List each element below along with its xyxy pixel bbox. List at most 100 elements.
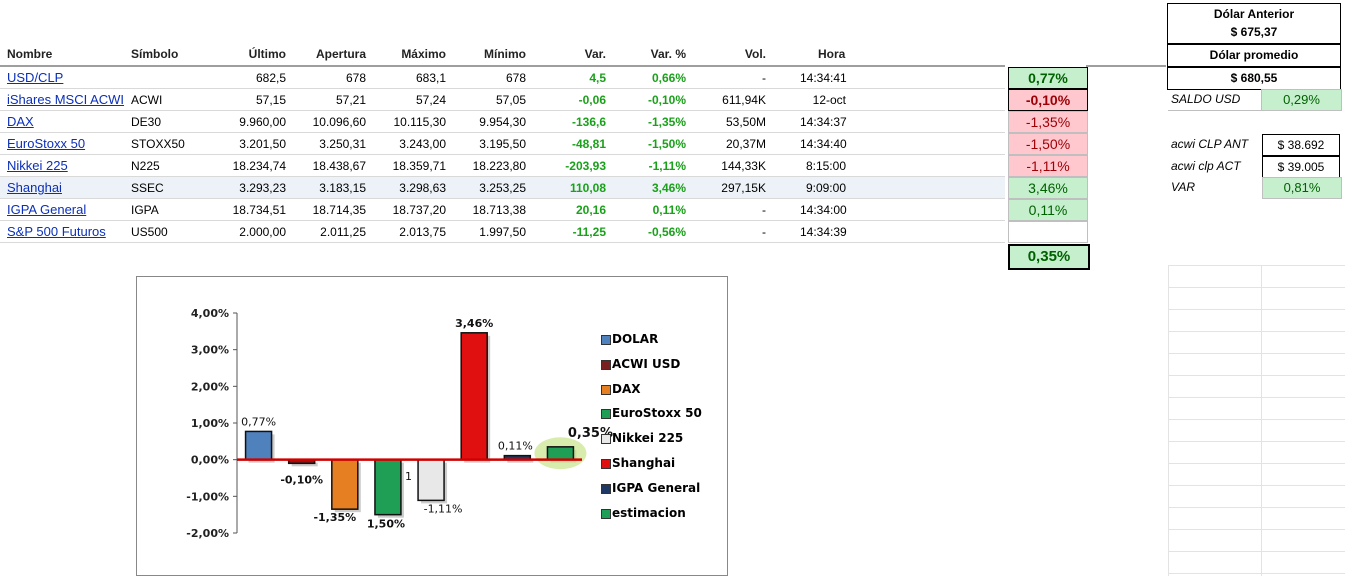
saldo-usd-value: 0,29% — [1261, 89, 1342, 111]
low-cell: 18.223,80 — [472, 159, 526, 173]
instrument-link[interactable]: USD/CLP — [7, 70, 64, 85]
symbol-cell: N225 — [131, 159, 160, 173]
header-hora: Hora — [818, 47, 846, 61]
row-divider — [0, 88, 1005, 89]
bar — [460, 332, 488, 461]
vol-cell: 20,37M — [725, 137, 766, 151]
row-divider — [0, 242, 1005, 243]
legend-swatch — [601, 409, 611, 420]
data-label: -0,10% — [280, 474, 323, 487]
legend-label: DOLAR — [612, 332, 659, 346]
time-cell: 8:15:00 — [805, 159, 846, 173]
legend-label: IGPA General — [612, 480, 701, 495]
side-pct-box: -1,50% — [1008, 133, 1088, 155]
dollar-prev-label: Dólar Anterior — [1167, 3, 1341, 23]
header-vol: Vol. — [744, 47, 766, 61]
y-tick-label: 4,00% — [191, 307, 229, 320]
bar — [331, 458, 359, 510]
data-label: 3,46% — [455, 317, 493, 330]
header-varpct: Var. % — [650, 47, 686, 61]
side-pct-box: 0,11% — [1008, 199, 1088, 221]
data-label: -1,11% — [424, 502, 463, 515]
side-pct-box: -0,10% — [1008, 89, 1088, 111]
open-cell: 18.438,67 — [312, 159, 366, 173]
high-cell: 18.359,71 — [392, 159, 446, 173]
high-cell: 18.737,20 — [392, 203, 446, 217]
low-cell: 1.997,50 — [479, 225, 526, 239]
side-pct-box: -1,11% — [1008, 155, 1088, 177]
legend-item: DOLAR — [601, 332, 659, 346]
legend-label: DAX — [612, 381, 641, 396]
symbol-cell: IGPA — [131, 203, 159, 217]
legend-item: ACWI USD — [601, 357, 680, 371]
dollar-avg-value: $ 680,55 — [1167, 67, 1341, 90]
last-cell: 682,5 — [255, 71, 286, 85]
stray-label: 1 — [405, 470, 412, 483]
row-divider — [0, 220, 1005, 221]
instrument-link[interactable]: S&P 500 Futuros — [7, 224, 106, 239]
legend-swatch — [601, 459, 611, 469]
legend-label: estimacion — [612, 505, 686, 520]
low-cell: 3.253,25 — [479, 181, 526, 195]
row-divider — [0, 176, 1005, 177]
open-cell: 57,21 — [335, 93, 366, 107]
data-label: 0,11% — [498, 440, 533, 453]
acwi-act-label: acwi clp ACT — [1171, 159, 1241, 173]
table-row: Nikkei 225 N225 18.234,74 18.438,67 18.359,7… — [0, 155, 1005, 177]
acwi-ant-value: $ 38.692 — [1262, 134, 1340, 156]
legend-item: Nikkei 225 — [601, 431, 683, 445]
var-cell: -11,25 — [572, 225, 606, 239]
instrument-link[interactable]: EuroStoxx 50 — [7, 136, 86, 151]
data-label: 0,77% — [241, 415, 276, 428]
symbol-cell: DE30 — [131, 115, 162, 129]
instrument-link[interactable]: iShares MSCI ACWI — [7, 92, 125, 107]
legend-item: DAX — [601, 381, 641, 396]
instrument-link[interactable]: Shanghai — [7, 180, 62, 195]
low-cell: 18.713,38 — [472, 203, 526, 217]
instrument-link[interactable]: Nikkei 225 — [7, 158, 68, 173]
bar-chart: 4,00% 3,00% 2,00% 1,00% 0,00% -1,00% -2,00% 0,7… — [186, 307, 613, 540]
high-cell: 2.013,75 — [399, 225, 446, 239]
high-cell: 57,24 — [415, 93, 446, 107]
legend-item: estimacion — [601, 505, 686, 520]
chart-frame[interactable]: 4,00% 3,00% 2,00% 1,00% 0,00% -1,00% -2,00% 0,7… — [136, 276, 728, 576]
header-simbolo: Símbolo — [131, 47, 179, 61]
open-cell: 10.096,60 — [312, 115, 366, 129]
time-cell: 9:09:00 — [805, 181, 846, 195]
var-cell: 20,16 — [575, 203, 606, 217]
time-cell: 14:34:37 — [800, 115, 847, 129]
instrument-link[interactable]: DAX — [7, 114, 34, 129]
varpct-cell: 0,66% — [651, 71, 686, 85]
last-cell: 18.234,74 — [232, 159, 286, 173]
row-divider — [0, 154, 1005, 155]
varpct-cell: -0,10% — [647, 93, 686, 107]
y-tick-label: 0,00% — [191, 454, 229, 467]
right-grid — [1168, 265, 1345, 576]
last-cell: 18.734,51 — [232, 203, 286, 217]
side-pct-box — [1008, 221, 1088, 243]
header-var: Var. — [584, 47, 606, 61]
legend-item: EuroStoxx 50 — [601, 406, 702, 420]
symbol-cell: US500 — [131, 225, 168, 239]
last-cell: 2.000,00 — [239, 225, 286, 239]
vol-cell: - — [762, 71, 766, 85]
vol-cell: 53,50M — [725, 115, 766, 129]
bar — [244, 430, 273, 461]
dollar-prev-value: $ 675,37 — [1167, 23, 1341, 44]
varpct-cell: 0,11% — [652, 203, 686, 217]
varpct-cell: -1,11% — [648, 159, 686, 173]
legend-swatch — [601, 483, 611, 494]
low-cell: 678 — [505, 71, 526, 85]
saldo-usd-label: SALDO USD — [1171, 92, 1241, 106]
high-cell: 3.298,63 — [399, 181, 446, 195]
last-cell: 3.293,23 — [239, 181, 286, 195]
bar — [546, 446, 575, 461]
high-cell: 683,1 — [415, 71, 446, 85]
legend-swatch — [601, 384, 611, 395]
side-pct-box: 3,46% — [1008, 177, 1088, 199]
vol-cell: 611,94K — [722, 93, 766, 107]
varpct-cell: -1,35% — [647, 115, 686, 129]
instrument-link[interactable]: IGPA General — [7, 202, 87, 217]
vol-cell: - — [762, 203, 766, 217]
var-cell: -203,93 — [565, 159, 606, 173]
